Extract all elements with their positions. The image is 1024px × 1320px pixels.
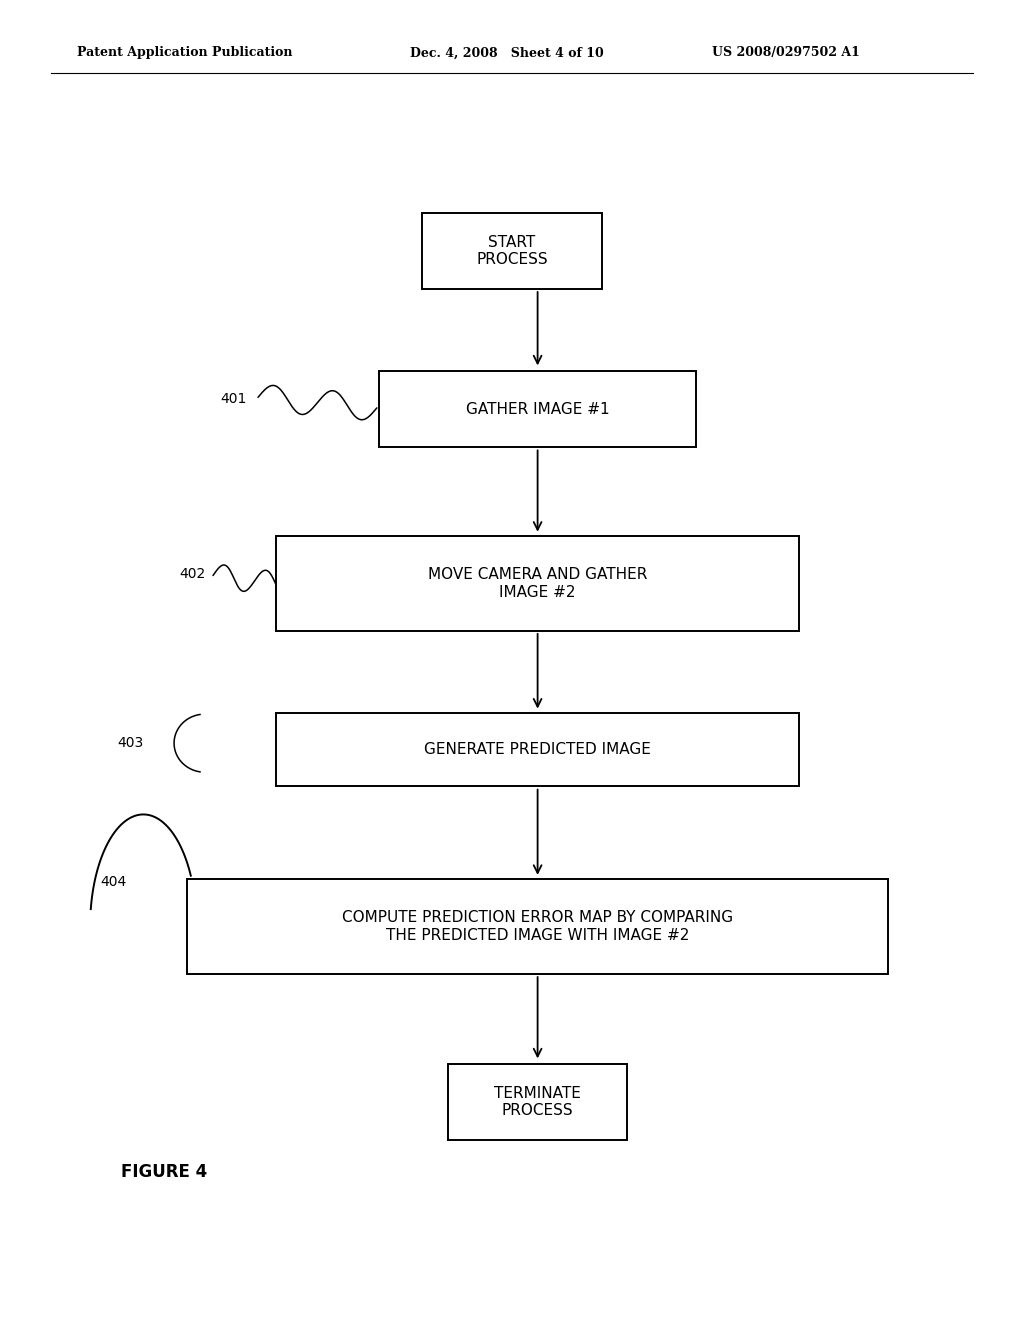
- FancyBboxPatch shape: [422, 213, 601, 289]
- Text: 403: 403: [118, 737, 144, 750]
- Text: 401: 401: [220, 392, 247, 405]
- Text: 402: 402: [179, 568, 206, 581]
- Text: TERMINATE
PROCESS: TERMINATE PROCESS: [495, 1086, 581, 1118]
- Text: US 2008/0297502 A1: US 2008/0297502 A1: [712, 46, 859, 59]
- Text: COMPUTE PREDICTION ERROR MAP BY COMPARING
THE PREDICTED IMAGE WITH IMAGE #2: COMPUTE PREDICTION ERROR MAP BY COMPARIN…: [342, 911, 733, 942]
- FancyBboxPatch shape: [276, 536, 799, 631]
- FancyBboxPatch shape: [449, 1064, 627, 1140]
- FancyBboxPatch shape: [379, 371, 696, 447]
- Text: GATHER IMAGE #1: GATHER IMAGE #1: [466, 401, 609, 417]
- Text: MOVE CAMERA AND GATHER
IMAGE #2: MOVE CAMERA AND GATHER IMAGE #2: [428, 568, 647, 599]
- Text: Patent Application Publication: Patent Application Publication: [77, 46, 292, 59]
- Text: START
PROCESS: START PROCESS: [476, 235, 548, 267]
- Text: FIGURE 4: FIGURE 4: [121, 1163, 207, 1181]
- Text: GENERATE PREDICTED IMAGE: GENERATE PREDICTED IMAGE: [424, 742, 651, 758]
- FancyBboxPatch shape: [276, 713, 799, 787]
- Text: Dec. 4, 2008   Sheet 4 of 10: Dec. 4, 2008 Sheet 4 of 10: [410, 46, 603, 59]
- Text: 404: 404: [100, 875, 127, 888]
- FancyBboxPatch shape: [186, 879, 889, 974]
